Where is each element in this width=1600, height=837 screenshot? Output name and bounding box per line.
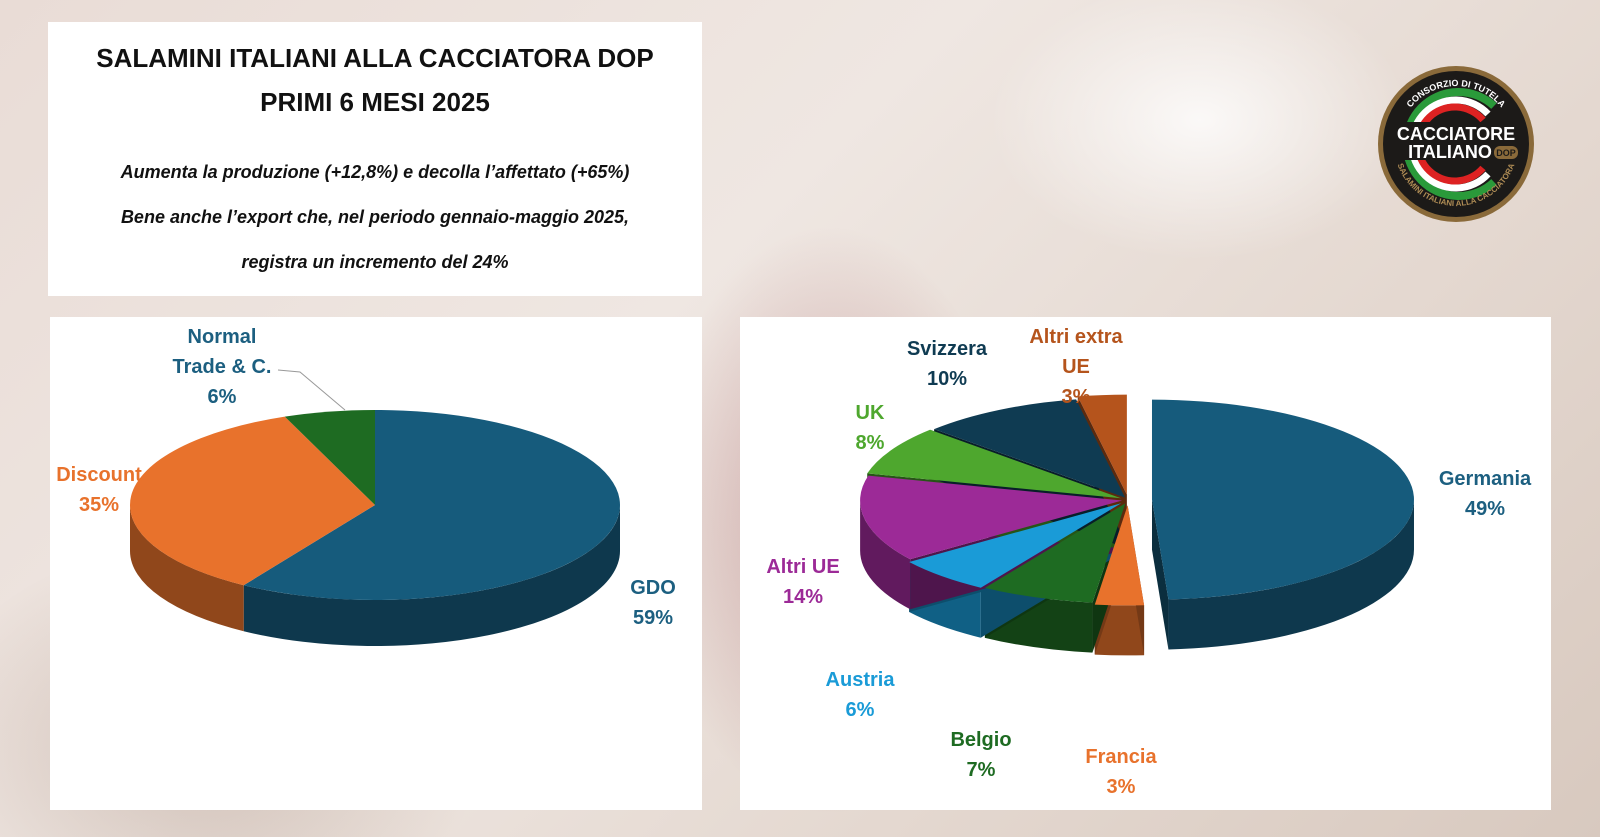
data-label: GDO [630, 577, 676, 599]
data-label: Normal [188, 326, 257, 348]
data-label: 6% [208, 386, 237, 408]
pie-chart-sales-channels: GDO 59% Discount 35% Normal Trade & C. 6% [56, 326, 676, 646]
subtitle-export: Bene anche l’export che, nel periodo gen… [120, 207, 630, 227]
page-title-period: PRIMI 6 MESI 2025 [260, 87, 490, 117]
data-label: Svizzera [907, 338, 988, 360]
data-label: Discount [56, 464, 142, 486]
data-label: Altri extra [1029, 326, 1123, 348]
pie-slice-side [1168, 499, 1414, 650]
data-label: 49% [1465, 498, 1505, 520]
data-label: 35% [79, 494, 119, 516]
data-label: 7% [967, 759, 996, 781]
data-label: 59% [633, 607, 673, 629]
pie-slice-edge [1151, 499, 1169, 650]
pie-slice-gdo [243, 410, 620, 600]
data-label: Altri UE [766, 556, 839, 578]
pie-slice-uk [867, 429, 1121, 499]
leader-line [277, 369, 346, 411]
pie-slice-side [243, 505, 620, 646]
data-label: Austria [826, 669, 896, 691]
pie-slice-side [130, 505, 244, 632]
logo-badge: DOP [1496, 148, 1516, 158]
pie-slice-svizzera [934, 399, 1126, 498]
pie-slice-altri-ue [860, 475, 1123, 560]
pie-slice-normal-trade-c- [284, 410, 375, 505]
data-label: Francia [1085, 746, 1157, 768]
data-label: 3% [1062, 386, 1091, 408]
subtitle-production: Aumenta la produzione (+12,8%) e decolla… [120, 162, 630, 182]
subtitle-increase: registra un incremento del 24% [241, 252, 509, 272]
data-label: UK [856, 402, 885, 424]
page-title: SALAMINI ITALIANI ALLA CACCIATORA DOP [96, 43, 654, 73]
logo-line1: CACCIATORE [1397, 124, 1515, 144]
data-label: 6% [846, 699, 875, 721]
logo-line2: ITALIANO [1408, 142, 1492, 162]
data-label: 3% [1107, 776, 1136, 798]
data-label: 10% [927, 368, 967, 390]
pie-slice-francia [1094, 505, 1145, 606]
pie-slice-altri-extra-ue [1077, 394, 1127, 495]
data-label: Trade & C. [173, 356, 272, 378]
pie-slice-discount [129, 416, 375, 586]
pie-slice-side [860, 500, 911, 610]
pie-chart-export-countries: Germania 49% Francia 3% Belgio 7% Austria 6% Alt… [766, 326, 1532, 798]
header-box: SALAMINI ITALIANI ALLA CACCIATORA DOP PR… [48, 22, 702, 296]
pie-slice-belgio [984, 503, 1126, 603]
data-label: Belgio [950, 729, 1011, 751]
data-label: Germania [1439, 468, 1532, 490]
pie-slice-germania [1151, 399, 1414, 600]
logo: CACCIATORE ITALIANO DOP CONSORZIO DI TUT… [1378, 66, 1534, 222]
data-label: UE [1062, 356, 1090, 378]
data-label: 8% [856, 432, 885, 454]
pie-slice-austria [909, 503, 1122, 588]
data-label: 14% [783, 586, 823, 608]
